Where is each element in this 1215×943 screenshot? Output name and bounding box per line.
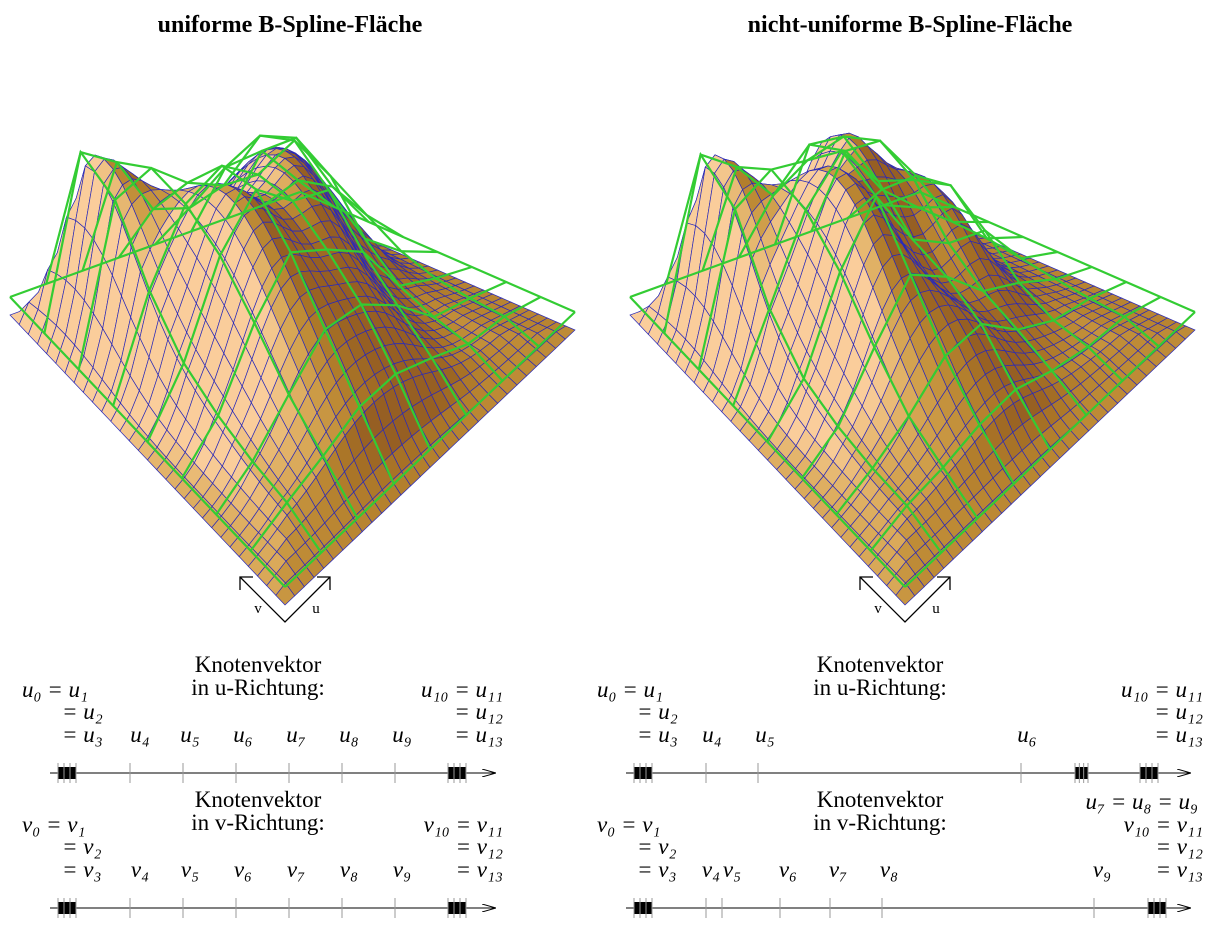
knot-multiple xyxy=(58,767,76,779)
knot-direction: in v-Richtung: xyxy=(813,810,947,835)
control-line xyxy=(77,134,370,370)
knot-label: v₀ = v₁ xyxy=(597,812,660,837)
control-line xyxy=(112,138,404,407)
control-line xyxy=(846,174,1124,382)
control-line xyxy=(9,190,301,299)
knot-heading: Knotenvektor xyxy=(195,652,322,677)
knot-label: = u₃ xyxy=(62,722,103,747)
knot-label: u₅ xyxy=(755,722,775,747)
knot-label: u₇ = u₈ = u₉ xyxy=(1085,789,1198,814)
knot-label: v₆ xyxy=(779,857,797,882)
knot-label: u₀ = u₁ xyxy=(597,677,663,702)
knot-label: v₁₀ = v₁₁ xyxy=(1124,812,1203,837)
knot-label: = v₂ xyxy=(62,834,101,859)
knot-label: u₀ = u₁ xyxy=(22,677,88,702)
knot-label: u₁₀ = u₁₁ xyxy=(421,677,503,702)
knot-heading: Knotenvektor xyxy=(817,652,944,677)
control-net xyxy=(9,134,576,588)
axis-arrows xyxy=(239,576,331,623)
knot-label: = u₁₃ xyxy=(454,722,503,747)
control-line xyxy=(43,149,336,334)
control-line xyxy=(810,139,1088,416)
knot-label: = u₁₂ xyxy=(1154,699,1203,724)
control-line xyxy=(629,190,921,299)
arrow-head xyxy=(859,576,951,590)
knot-label: v₉ xyxy=(1093,857,1111,882)
surfaces xyxy=(9,132,1196,918)
knot-label: u₄ xyxy=(130,722,150,747)
control-line xyxy=(190,134,468,416)
knot-label: v₇ xyxy=(829,857,847,882)
texts: uniforme B-Spline-Fläche v u nicht-uniforme… xyxy=(22,12,1203,882)
knot-label: u₇ xyxy=(286,722,306,747)
control-line xyxy=(732,149,1024,407)
panel-title: nicht-uniforme B-Spline-Fläche xyxy=(748,12,1073,38)
knot-label: v₉ xyxy=(393,857,411,882)
surface xyxy=(9,146,576,606)
knot-direction: in u-Richtung: xyxy=(813,675,947,700)
control-line xyxy=(883,204,1160,348)
knot-multiple xyxy=(58,902,76,914)
arrow-head xyxy=(239,576,331,590)
control-line xyxy=(146,188,438,443)
knot-multiple xyxy=(634,767,652,779)
control-line xyxy=(663,143,955,334)
knot-label: u₁₀ = u₁₁ xyxy=(1121,677,1203,702)
knot-label: = v₁₂ xyxy=(1156,834,1203,859)
knot-label: v₈ xyxy=(340,857,358,882)
control-line xyxy=(766,194,1058,443)
knot-multiple xyxy=(634,902,652,914)
knot-label: v₄ xyxy=(702,857,720,882)
panel-title: uniforme B-Spline-Fläche xyxy=(158,12,423,38)
knot-label: = u₃ xyxy=(637,722,678,747)
knot-heading: Knotenvektor xyxy=(195,787,322,812)
knot-multiple xyxy=(1075,767,1088,779)
knot-label: = u₁₃ xyxy=(1154,722,1203,747)
knot-multiple xyxy=(448,902,466,914)
control-net xyxy=(629,135,1196,588)
knot-label: = v₃ xyxy=(62,857,101,882)
knot-label: v₇ xyxy=(287,857,305,882)
knot-label: u₅ xyxy=(180,722,200,747)
axis-label-u: u xyxy=(932,601,940,617)
knot-label: = v₂ xyxy=(637,834,676,859)
knot-label: = u₂ xyxy=(62,699,103,724)
knot-label: v₁₀ = v₁₁ xyxy=(424,812,503,837)
knot-label: = u₁₂ xyxy=(454,699,503,724)
knot-multiple xyxy=(1148,902,1166,914)
knot-label: u₈ xyxy=(339,722,359,747)
knot-heading: Knotenvektor xyxy=(817,787,944,812)
control-line xyxy=(919,190,1196,314)
knot-label: v₀ = v₁ xyxy=(22,812,85,837)
axis-label-v: v xyxy=(254,601,262,617)
knot-label: u₆ xyxy=(233,722,253,747)
knot-label: u₄ xyxy=(702,722,722,747)
axis-label-v: v xyxy=(874,601,882,617)
knot-label: v₆ xyxy=(234,857,252,882)
surface xyxy=(629,132,1196,606)
knot-direction: in u-Richtung: xyxy=(191,675,325,700)
control-line xyxy=(226,136,504,382)
knot-label: v₈ xyxy=(880,857,898,882)
knot-label: = v₁₂ xyxy=(456,834,503,859)
knot-label: u₆ xyxy=(1017,722,1037,747)
knot-label: = v₁₃ xyxy=(456,857,503,882)
knot-multiple xyxy=(448,767,466,779)
surface-patch xyxy=(275,582,296,606)
knot-label: v₄ xyxy=(131,857,149,882)
control-line xyxy=(299,190,576,314)
axis-arrows xyxy=(859,576,951,623)
knot-label: u₉ xyxy=(392,722,412,747)
control-line xyxy=(263,179,540,348)
knot-multiple xyxy=(1140,767,1158,779)
surface-patch xyxy=(895,582,916,606)
knot-direction: in v-Richtung: xyxy=(191,810,325,835)
knot-label: v₅ xyxy=(723,857,741,882)
knot-label: v₅ xyxy=(181,857,199,882)
axis-label-u: u xyxy=(312,601,320,617)
knot-label: = u₂ xyxy=(637,699,678,724)
knot-label: = v₃ xyxy=(637,857,676,882)
knot-label: = v₁₃ xyxy=(1156,857,1203,882)
